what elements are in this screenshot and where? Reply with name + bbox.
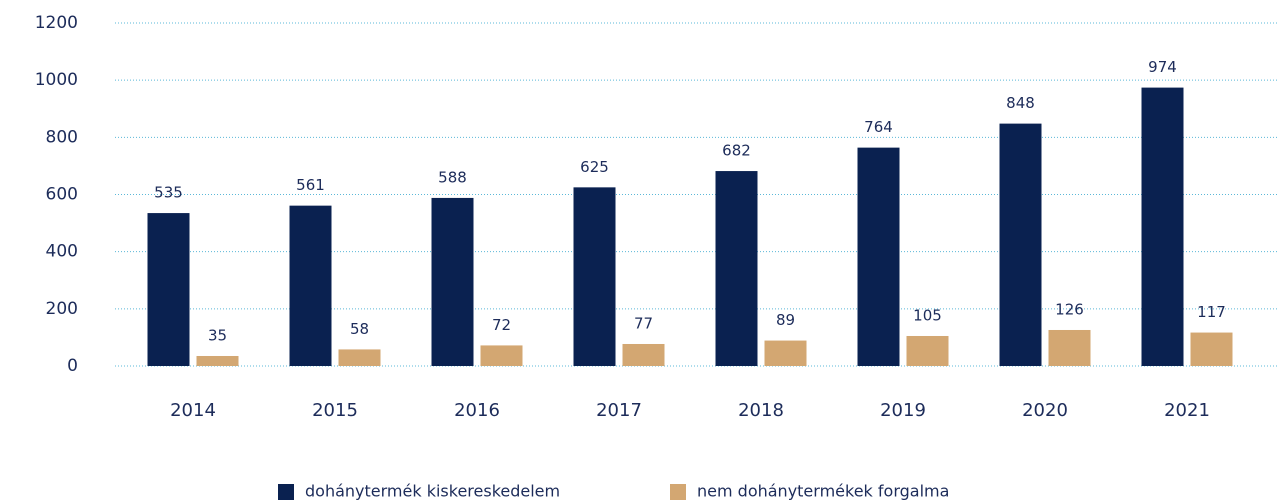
value-label: 105 xyxy=(913,306,942,324)
value-label: 625 xyxy=(580,158,609,176)
value-label: 72 xyxy=(492,316,511,334)
y-tick-label: 1200 xyxy=(35,13,78,33)
bar xyxy=(338,349,381,366)
value-label: 89 xyxy=(776,311,795,329)
legend-label: dohánytermék kiskereskedelem xyxy=(305,482,560,501)
x-tick-label: 2016 xyxy=(454,400,500,421)
legend-swatch xyxy=(670,484,686,500)
y-tick-label: 600 xyxy=(46,185,78,205)
bar xyxy=(1048,329,1091,366)
bar xyxy=(431,197,474,366)
bar xyxy=(764,340,807,366)
value-label: 764 xyxy=(864,118,893,136)
bar xyxy=(289,205,332,366)
x-tick-label: 2017 xyxy=(596,400,642,421)
x-tick-label: 2015 xyxy=(312,400,358,421)
bar xyxy=(715,171,758,366)
value-label: 588 xyxy=(438,168,467,186)
value-label: 848 xyxy=(1006,94,1035,112)
x-tick-label: 2021 xyxy=(1164,400,1210,421)
value-label: 974 xyxy=(1148,58,1177,76)
value-label: 535 xyxy=(154,184,183,202)
x-tick-label: 2018 xyxy=(738,400,784,421)
bar xyxy=(147,213,190,366)
bar xyxy=(573,187,616,366)
legend-label: nem dohánytermékek forgalma xyxy=(697,482,949,501)
value-label: 117 xyxy=(1197,303,1226,321)
bar xyxy=(857,147,900,366)
bar xyxy=(622,343,665,366)
legend-swatch xyxy=(278,484,294,500)
y-tick-label: 1000 xyxy=(35,70,78,90)
x-tick-label: 2014 xyxy=(170,400,216,421)
y-tick-label: 800 xyxy=(46,127,78,147)
value-label: 561 xyxy=(296,176,325,194)
y-tick-label: 0 xyxy=(67,356,78,376)
value-label: 35 xyxy=(208,326,227,344)
bar xyxy=(196,355,239,366)
bar xyxy=(480,345,523,366)
y-tick-label: 200 xyxy=(46,299,78,319)
bar xyxy=(906,335,949,366)
value-label: 126 xyxy=(1055,300,1084,318)
value-label: 77 xyxy=(634,314,653,332)
x-tick-label: 2019 xyxy=(880,400,926,421)
bar xyxy=(999,123,1042,366)
bar xyxy=(1190,332,1233,366)
x-tick-label: 2020 xyxy=(1022,400,1068,421)
value-label: 58 xyxy=(350,320,369,338)
y-tick-label: 400 xyxy=(46,242,78,262)
bar xyxy=(1141,87,1184,367)
value-label: 682 xyxy=(722,142,751,160)
